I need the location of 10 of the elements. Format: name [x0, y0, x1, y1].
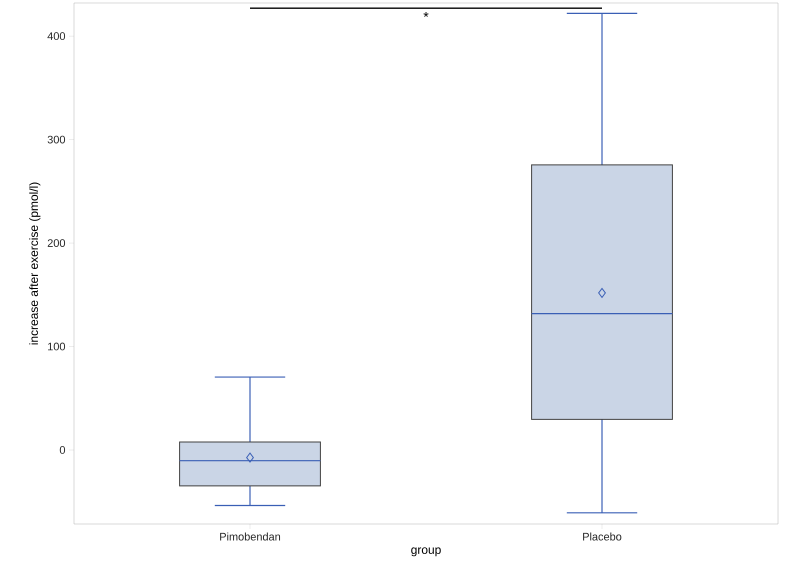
y-tick-label: 200 — [48, 239, 66, 247]
y-tick-label: 0 — [60, 446, 66, 454]
x-tick-label: Placebo — [583, 532, 622, 541]
x-axis-title: group — [411, 547, 441, 556]
y-tick-label: 100 — [48, 342, 66, 350]
y-axis-title: increase after exercise (pmol/l) — [29, 182, 40, 344]
y-tick-label: 400 — [47, 32, 66, 40]
x-tick-label: Pimobendan — [220, 532, 280, 541]
annotation: * — [424, 12, 429, 17]
y-tick-label: 300 — [48, 136, 66, 144]
